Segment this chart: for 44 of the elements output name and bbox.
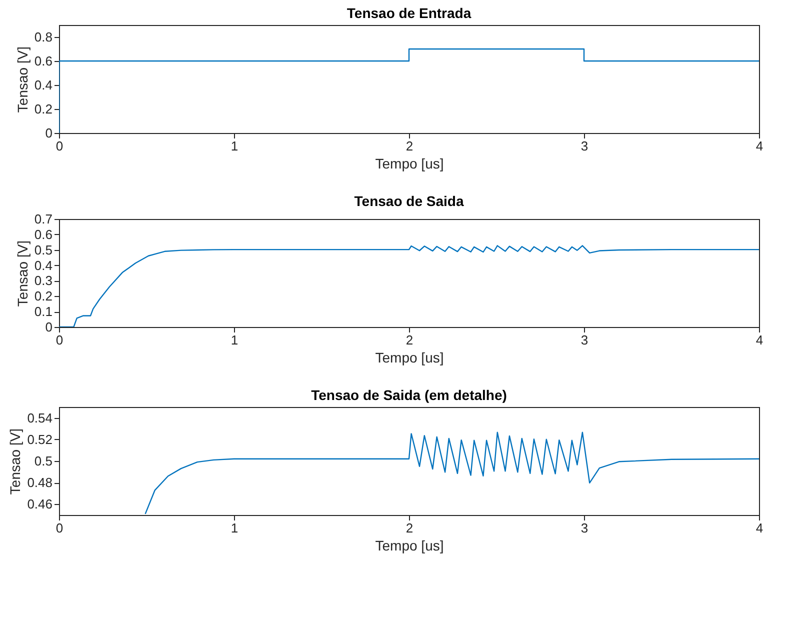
y-tick-label: 0.52 (27, 432, 52, 447)
chart-title: Tensao de Saida (em detalhe) (311, 387, 507, 403)
y-tick-label: 0.46 (27, 496, 52, 512)
line-series (144, 432, 759, 515)
x-tick-label: 2 (406, 520, 414, 536)
y-tick-label: 0 (45, 126, 52, 140)
y-tick-label: 0 (45, 320, 52, 334)
y-tick-label: 0.1 (34, 304, 52, 320)
x-tick-label: 2 (406, 332, 414, 348)
x-tick-label: 4 (756, 332, 764, 348)
x-tick-label: 0 (56, 332, 64, 348)
y-tick-label: 0.48 (27, 475, 52, 490)
y-tick-label: 0.6 (34, 54, 52, 68)
chart-title: Tensao de Saida (354, 193, 464, 209)
x-axis-title: Tempo [us] (375, 538, 444, 554)
line-series (59, 245, 759, 327)
y-tick-label: 0.6 (34, 226, 52, 242)
x-tick-label: 0 (56, 520, 64, 536)
x-tick-label: 4 (756, 138, 764, 154)
x-axis-title: Tempo [us] (375, 156, 444, 172)
y-tick-label: 0.8 (34, 30, 52, 44)
y-axis-title: Tensao [V] (14, 240, 30, 307)
y-tick-label: 0.3 (34, 273, 52, 288)
x-tick-label: 1 (230, 520, 238, 536)
y-tick-label: 0.2 (34, 102, 52, 116)
y-axis-title: Tensao [V] (14, 46, 30, 113)
y-tick-label: 0.2 (34, 288, 52, 304)
y-tick-label: 0.7 (34, 212, 52, 226)
x-tick-label: 3 (580, 138, 588, 154)
x-tick-label: 3 (580, 332, 588, 348)
x-tick-label: 0 (56, 138, 64, 154)
y-tick-label: 0.4 (34, 78, 52, 92)
y-axis-title: Tensao [V] (7, 428, 24, 495)
x-tick-label: 2 (406, 138, 414, 154)
x-axis-title: Tempo [us] (375, 350, 444, 366)
y-tick-label: 0.5 (34, 242, 52, 258)
y-tick-label: 0.4 (34, 258, 52, 273)
x-tick-label: 1 (230, 332, 238, 348)
y-tick-label: 0.54 (27, 410, 52, 426)
x-tick-label: 4 (756, 520, 764, 536)
x-tick-label: 3 (580, 520, 588, 536)
x-tick-label: 1 (230, 138, 238, 154)
chart-title: Tensao de Entrada (346, 5, 472, 21)
y-tick-label: 0.5 (34, 454, 52, 468)
